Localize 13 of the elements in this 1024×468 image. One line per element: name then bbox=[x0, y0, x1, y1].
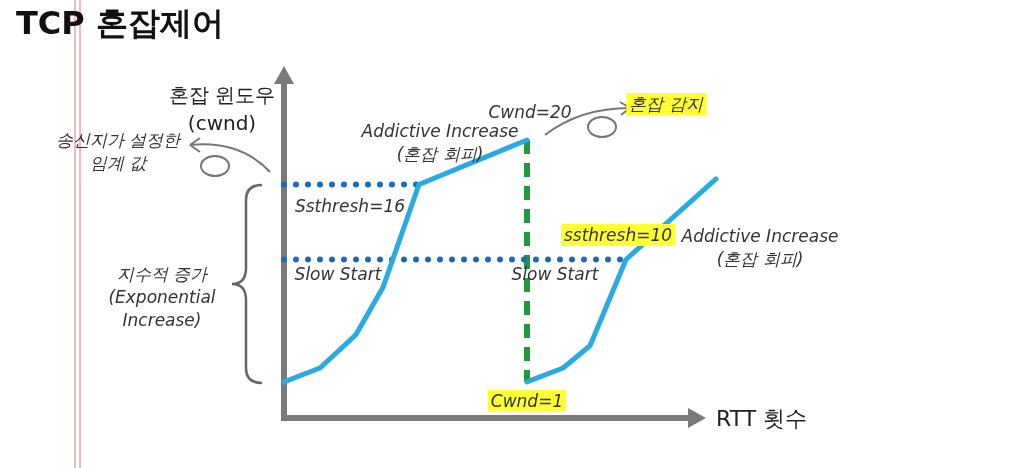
x-axis-title: RTT 횟수 bbox=[716, 406, 808, 431]
annotation: Cwnd=1 bbox=[487, 390, 567, 412]
annotation: Addictive Increase (혼잡 회피) bbox=[681, 226, 839, 269]
annotation: 지수적 증가 (Exponential Increase) bbox=[108, 264, 216, 330]
annotation: ssthresh=10 bbox=[560, 224, 676, 246]
annotation: 혼잡 감지 bbox=[626, 93, 707, 115]
annotation: Slow Start bbox=[294, 264, 382, 284]
annotation: Slow Start bbox=[511, 264, 599, 284]
annotation: Addictive Increase (혼잡 회피) bbox=[361, 121, 519, 164]
annotation: 송신지가 설정한 임계 값 bbox=[55, 130, 181, 173]
annotation: Cwnd=20 bbox=[488, 102, 572, 122]
chart-title: TCP 혼잡제어 bbox=[16, 4, 224, 42]
annotation: Ssthresh=16 bbox=[295, 196, 405, 216]
